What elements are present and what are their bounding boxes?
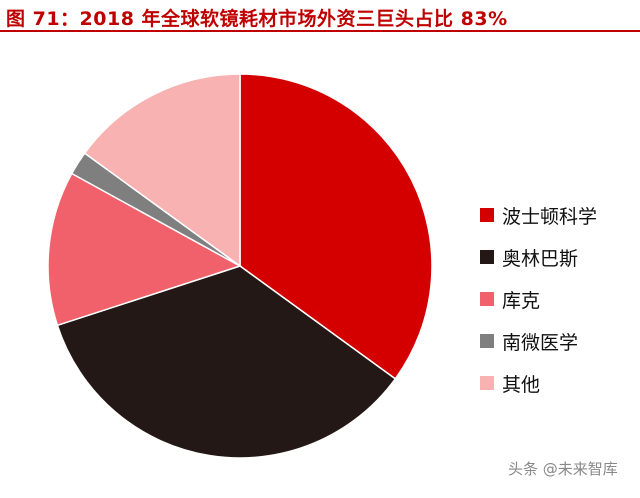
title-bar: 图 71：2018 年全球软镜耗材市场外资三巨头占比 83% <box>0 0 640 32</box>
pie-slice-1 <box>56 265 397 459</box>
legend-label: 南微医学 <box>502 331 579 354</box>
pie-chart <box>47 73 433 459</box>
legend-label: 其他 <box>502 373 541 396</box>
pie-slice-0 <box>239 73 433 380</box>
legend-swatch <box>480 208 494 222</box>
legend-item: 库克 <box>480 278 630 320</box>
legend-swatch <box>480 376 494 390</box>
pie-slice-4 <box>83 73 241 268</box>
legend-label: 奥林巴斯 <box>502 247 579 270</box>
pie-slice-2 <box>47 172 242 327</box>
legend-item: 波士顿科学 <box>480 194 630 236</box>
legend-label: 库克 <box>502 289 541 312</box>
page-title: 图 71：2018 年全球软镜耗材市场外资三巨头占比 83% <box>6 8 508 30</box>
legend-swatch <box>480 334 494 348</box>
legend-swatch <box>480 250 494 264</box>
legend-item: 奥林巴斯 <box>480 236 630 278</box>
chart-area: 波士顿科学 奥林巴斯 库克 南微医学 其他 <box>0 34 640 498</box>
legend: 波士顿科学 奥林巴斯 库克 南微医学 其他 <box>480 194 630 404</box>
watermark: 头条 @未来智库 <box>508 460 618 478</box>
legend-item: 其他 <box>480 362 630 404</box>
legend-label: 波士顿科学 <box>502 205 598 228</box>
legend-swatch <box>480 292 494 306</box>
legend-item: 南微医学 <box>480 320 630 362</box>
